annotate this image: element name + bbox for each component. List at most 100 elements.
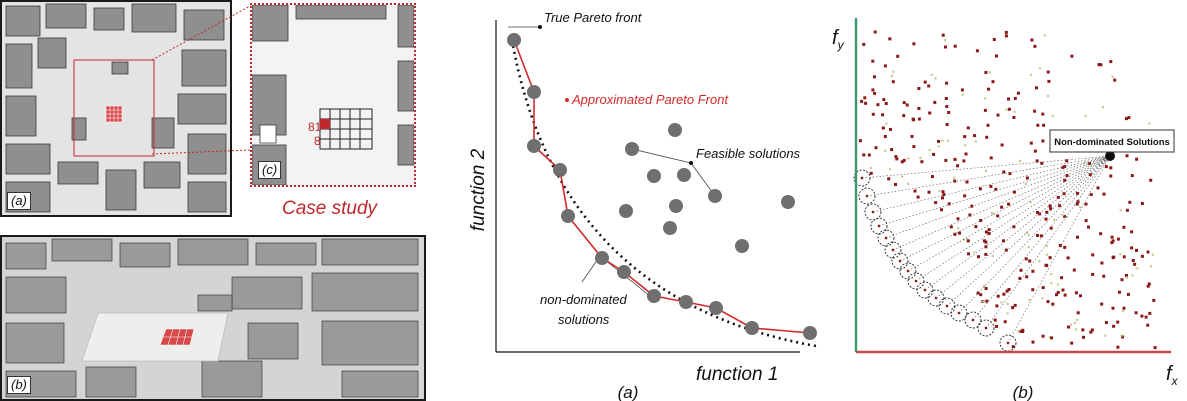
scatter-dot [983, 284, 986, 287]
nondominated-circle [907, 272, 925, 290]
scatter-dot [916, 195, 920, 199]
scatter-dot [1005, 289, 1009, 293]
scatter-dot [1036, 211, 1039, 214]
scatter-dot [1048, 204, 1052, 208]
scatter-dot [984, 169, 988, 172]
scatter-dot [1110, 235, 1114, 239]
scatter-dot [994, 187, 998, 191]
panel-c-tag: (c) [258, 161, 282, 179]
scatter-dot [1019, 268, 1023, 272]
scatter-dot [964, 152, 968, 156]
scatter-dot [965, 180, 969, 184]
scatter-dot [1028, 298, 1031, 302]
scatter-dot [1012, 116, 1016, 119]
scatter-dot [1104, 334, 1107, 337]
scatter-dot [1033, 44, 1037, 48]
scatter-dot [1056, 195, 1060, 199]
scatter-dot [941, 33, 945, 37]
scatter-dot [1119, 209, 1122, 212]
scatter-dot [895, 157, 899, 161]
scatter-dot [1081, 328, 1085, 332]
scatter-dot [1007, 288, 1011, 291]
scatter-dot [1122, 255, 1126, 259]
scatter-dot [1005, 108, 1008, 111]
scatter-dot [1076, 318, 1079, 321]
nondominated-circle [891, 252, 909, 270]
scatter-dot [1004, 248, 1008, 252]
scatter-dot [979, 219, 983, 222]
scatter-dot [858, 139, 862, 143]
scatter-dot [1109, 174, 1113, 178]
scatter-dot [927, 84, 931, 88]
scatter-dot [960, 88, 964, 92]
scatter-dot [1082, 335, 1085, 339]
scatter-dot [1146, 284, 1150, 288]
feasible-solutions-annotation: Feasible solutions [696, 146, 801, 161]
scatter-dot [978, 187, 982, 191]
nondominated-ray [935, 155, 1111, 299]
scatter-dot [944, 158, 948, 162]
scatter-dot [1011, 306, 1015, 310]
scatter-dot [1012, 190, 1016, 194]
scatter-dot [958, 231, 961, 235]
scatter-dot [983, 97, 987, 100]
non-dominated-callout-box [1049, 129, 1175, 153]
scatter-dot [1124, 117, 1128, 121]
scatter-dot [944, 97, 948, 100]
scatter-dot [1079, 294, 1082, 298]
scatter-dot [890, 74, 894, 78]
scatter-dot [1151, 253, 1154, 256]
scatter-dot [1144, 315, 1148, 319]
true-pareto-front-annotation: True Pareto front [544, 10, 643, 25]
scatter-dot [973, 251, 976, 254]
scatter-dot [1045, 210, 1049, 214]
nondominated-ray [1007, 155, 1111, 344]
scatter-dot [1031, 269, 1035, 273]
scatter-dot [949, 225, 953, 229]
nondominated-circle [916, 281, 934, 299]
scatter-dot [1049, 226, 1053, 230]
scatter-dot [1021, 328, 1025, 332]
scatter-dot [1027, 234, 1030, 237]
scatter-dot [991, 254, 994, 258]
scatter-dot [1112, 324, 1116, 328]
scatter-dot [937, 145, 940, 148]
nondominated-circle [950, 304, 968, 322]
scatter-dot [885, 122, 888, 125]
scatter-dot [1031, 340, 1035, 344]
scatter-dot [902, 158, 906, 162]
scatter-dot [1128, 200, 1132, 204]
scatter-dot [1066, 256, 1070, 260]
scatter-dot [982, 300, 985, 303]
scatter-dot [892, 70, 895, 73]
scatter-dot [1076, 311, 1080, 315]
scatter-dot [1130, 230, 1134, 234]
scatter-dot [1083, 161, 1086, 164]
scatter-dot [1099, 63, 1103, 67]
scatter-dot [1122, 225, 1126, 229]
scatter-dot [984, 71, 988, 74]
scatter-dot [1084, 202, 1088, 206]
scatter-dot [1035, 86, 1038, 90]
scatter-dot [1048, 336, 1051, 339]
scatter-dot [1120, 334, 1123, 337]
scatter-dot [1120, 278, 1124, 282]
scatter-dot [1029, 73, 1033, 76]
chart-a-x-axis-label: function 1 [696, 364, 778, 385]
scatter-dot [894, 155, 898, 159]
scatter-dot [989, 156, 993, 160]
scatter-dot [1102, 274, 1106, 278]
scatter-dot [984, 230, 988, 234]
scatter-dot [985, 135, 989, 139]
scatter-dot [1006, 302, 1009, 305]
scatter-dot [1122, 306, 1126, 310]
scatter-dot [1127, 116, 1131, 120]
scatter-dot [1018, 276, 1022, 280]
nondominated-ray [924, 155, 1111, 291]
scatter-dot [1133, 262, 1137, 266]
scatter-dot [990, 211, 994, 214]
scatter-dot [1000, 205, 1004, 209]
scatter-dot [1125, 154, 1129, 158]
scatter-dot [966, 239, 970, 243]
scatter-dot [1063, 293, 1067, 297]
